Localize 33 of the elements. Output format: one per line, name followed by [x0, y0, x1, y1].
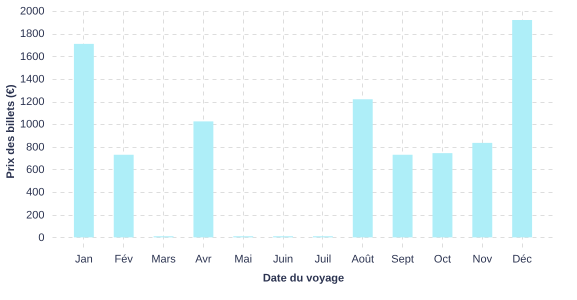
x-tick-label: Juin: [272, 254, 294, 266]
y-tick-label: 1600: [20, 50, 44, 63]
x-tick-label: Juil: [314, 254, 332, 266]
bar: [392, 154, 413, 238]
y-tick-label: 2000: [20, 6, 44, 18]
x-tick-label: Mai: [234, 254, 252, 266]
y-tick-label: 800: [26, 141, 44, 154]
x-tick-label: Avr: [195, 254, 212, 266]
x-tick-label: Oct: [434, 254, 452, 266]
y-tick-label: 600: [26, 164, 44, 176]
x-tick-label: Déc: [512, 254, 532, 266]
bar: [512, 20, 532, 238]
y-tick-label: 200: [26, 209, 44, 222]
y-tick-label: 0: [38, 232, 44, 244]
bar: [352, 99, 373, 238]
y-tick-label: 1000: [20, 118, 44, 131]
bar: [472, 142, 492, 238]
x-tick-label: Jan: [75, 254, 93, 266]
y-tick-label: 400: [26, 186, 44, 199]
bar: [193, 121, 214, 238]
y-tick-label: 1400: [20, 73, 44, 86]
x-tick-label: Mars: [151, 254, 176, 266]
x-tick-label: Fév: [114, 254, 134, 266]
y-tick-label: 1200: [20, 96, 44, 108]
y-tick-label: 1800: [20, 28, 44, 40]
bar: [74, 44, 94, 238]
x-tick-label: Sept: [391, 254, 414, 266]
bar: [432, 153, 452, 238]
x-tick-label: Nov: [472, 254, 493, 266]
x-tick-label: Août: [351, 254, 374, 266]
y-axis-title: Prix des billets (€): [5, 84, 18, 179]
bar: [114, 154, 134, 238]
x-axis-title: Date du voyage: [262, 272, 344, 284]
